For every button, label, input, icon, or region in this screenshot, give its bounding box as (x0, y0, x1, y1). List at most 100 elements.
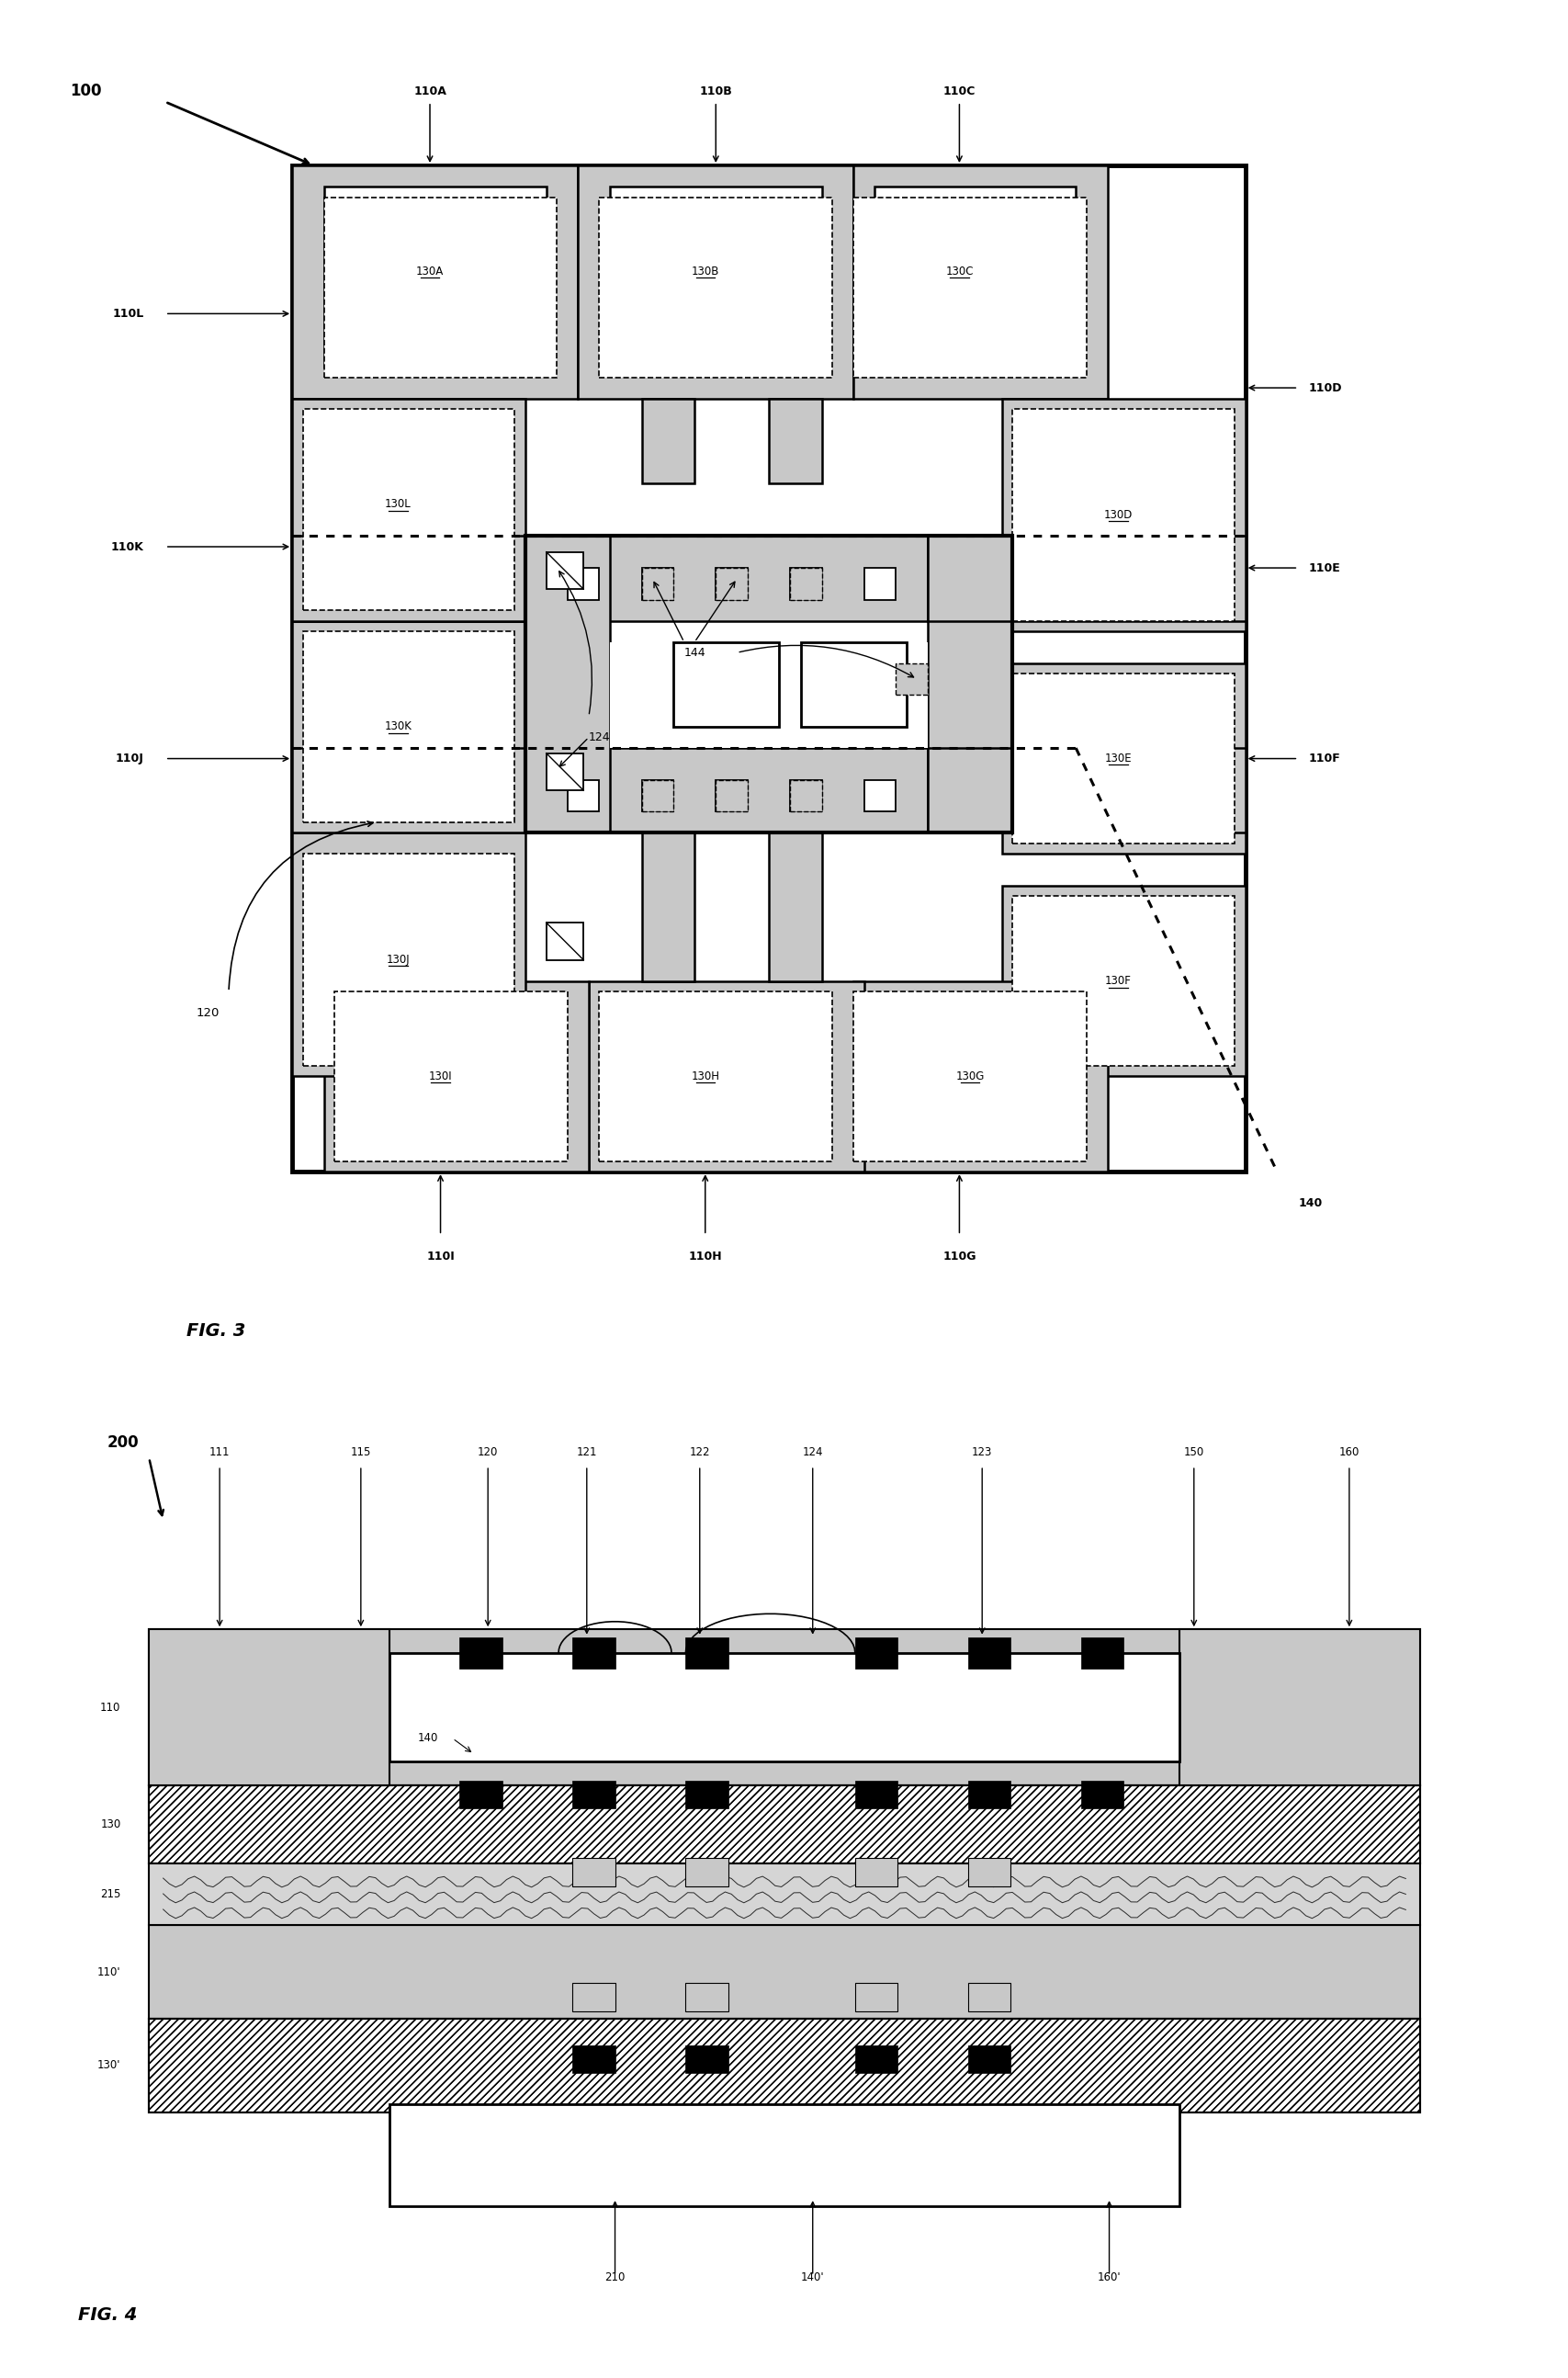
Bar (685, 1857, 728, 1886)
Bar (292, 749, 525, 832)
Bar (389, 1653, 1179, 1762)
Bar (149, 1629, 1419, 1786)
Text: 110C: 110C (942, 86, 975, 97)
Bar (292, 400, 525, 621)
Bar (314, 866, 494, 1056)
Bar (314, 652, 494, 811)
Text: 140': 140' (800, 2271, 825, 2283)
Bar (853, 197, 1085, 378)
Bar (579, 166, 853, 400)
Bar (1000, 663, 1245, 854)
Bar (292, 832, 525, 1077)
Bar (855, 1781, 897, 1810)
Bar (303, 633, 514, 823)
Bar (855, 1857, 897, 1886)
Bar (853, 992, 1085, 1160)
Bar (855, 1983, 897, 2012)
Text: 110H: 110H (688, 1251, 721, 1263)
Text: 130E: 130E (1104, 751, 1131, 766)
Bar (149, 1786, 1419, 1862)
Bar (715, 568, 748, 599)
Bar (685, 1781, 728, 1810)
Text: 130G: 130G (955, 1070, 983, 1082)
Text: 130H: 130H (690, 1070, 720, 1082)
Text: 111: 111 (209, 1446, 230, 1458)
Bar (967, 1781, 1010, 1810)
Bar (292, 166, 579, 400)
Bar (572, 1983, 615, 2012)
Text: 120: 120 (196, 1006, 220, 1018)
Bar (1022, 419, 1212, 611)
Bar (459, 1636, 502, 1669)
Bar (149, 1862, 1419, 1926)
Bar (345, 1001, 546, 1151)
Bar (873, 1001, 1076, 1151)
Bar (641, 832, 695, 982)
Bar (967, 1857, 1010, 1886)
Text: 110I: 110I (426, 1251, 455, 1263)
Text: 110E: 110E (1308, 561, 1341, 573)
Text: 130A: 130A (416, 266, 444, 278)
Bar (1011, 673, 1234, 844)
Bar (685, 1983, 728, 2012)
Text: 110A: 110A (414, 86, 447, 97)
Bar (292, 621, 525, 832)
Text: 200: 200 (107, 1434, 138, 1451)
Bar (149, 1629, 389, 1786)
Bar (1011, 897, 1234, 1065)
Bar (149, 1786, 1419, 1862)
Text: 130B: 130B (691, 266, 718, 278)
Bar (325, 982, 588, 1172)
Text: 160': 160' (1096, 2271, 1121, 2283)
Bar (800, 642, 906, 728)
Text: 130C: 130C (946, 266, 972, 278)
Text: FIG. 4: FIG. 4 (78, 2307, 138, 2323)
Bar (855, 2045, 897, 2074)
Bar (149, 2019, 1419, 2112)
Bar (864, 568, 895, 599)
Bar (610, 185, 822, 366)
Bar (568, 568, 599, 599)
Bar (292, 166, 1245, 1172)
Bar (599, 197, 831, 378)
Bar (1179, 1629, 1419, 1786)
Bar (572, 1636, 615, 1669)
Bar (927, 535, 1245, 621)
Text: 160: 160 (1338, 1446, 1359, 1458)
Bar (546, 923, 583, 961)
Bar (572, 2045, 615, 2074)
Bar (927, 749, 1245, 832)
Bar (715, 780, 748, 811)
Text: 130: 130 (100, 1819, 121, 1831)
Text: 210: 210 (604, 2271, 626, 2283)
Text: 122: 122 (688, 1446, 710, 1458)
Text: 150: 150 (1182, 1446, 1204, 1458)
Text: 110': 110' (97, 1967, 121, 1978)
Bar (967, 2045, 1010, 2074)
Bar (1022, 685, 1212, 832)
Text: 130K: 130K (384, 721, 412, 732)
Bar (610, 642, 927, 749)
Bar (1000, 400, 1245, 633)
Bar (525, 535, 1011, 621)
Bar (789, 568, 822, 599)
Bar (967, 1636, 1010, 1669)
Bar (641, 400, 695, 483)
Text: 110F: 110F (1308, 751, 1341, 766)
Bar (1000, 885, 1245, 1077)
Text: 110G: 110G (942, 1251, 975, 1263)
Text: 130': 130' (97, 2059, 121, 2071)
Text: 144: 144 (684, 647, 706, 659)
Bar (1080, 1636, 1123, 1669)
Bar (525, 535, 1011, 832)
Bar (525, 535, 610, 832)
Text: 110L: 110L (113, 307, 144, 319)
Bar (149, 2019, 1419, 2112)
Text: 140: 140 (1297, 1199, 1322, 1210)
Bar (459, 1781, 502, 1810)
Text: 130D: 130D (1104, 509, 1132, 521)
Bar (546, 552, 583, 590)
Bar (927, 535, 1011, 832)
Bar (895, 663, 927, 694)
Text: 130J: 130J (386, 954, 409, 965)
